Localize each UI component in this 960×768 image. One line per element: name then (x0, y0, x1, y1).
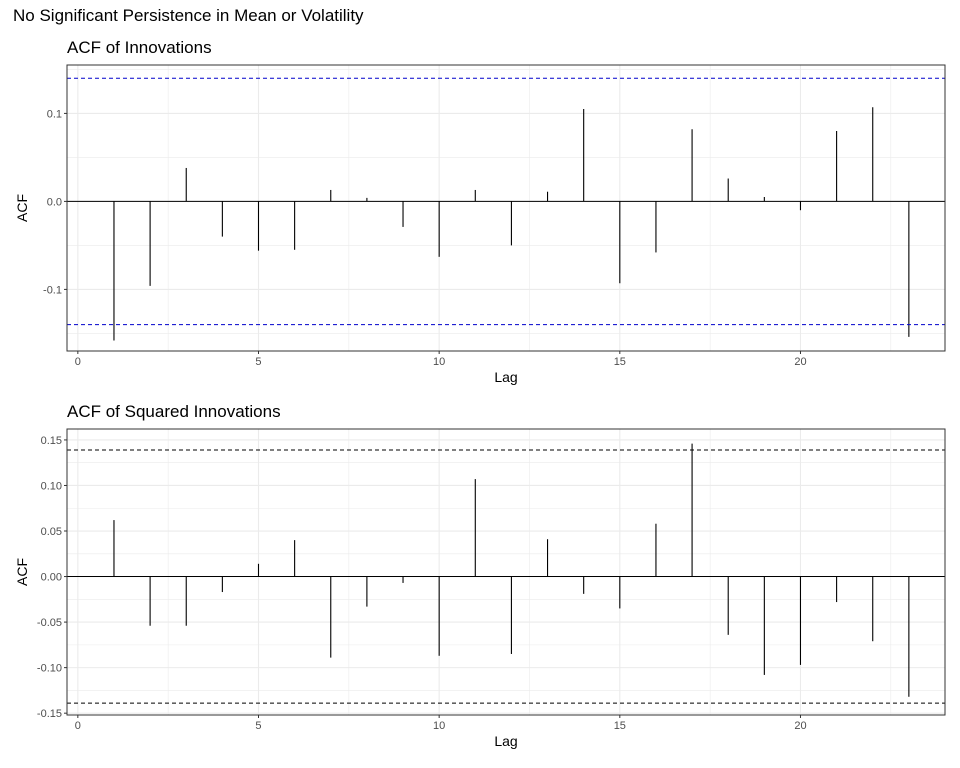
chart-title-squared-innovations: ACF of Squared Innovations (67, 402, 281, 421)
x-tick-label: 15 (614, 356, 626, 368)
x-tick-label: 10 (433, 356, 445, 368)
page-title: No Significant Persistence in Mean or Vo… (13, 6, 364, 25)
y-tick-label: 0.0 (47, 196, 62, 208)
y-tick-label: 0.15 (41, 435, 62, 447)
y-tick-label: 0.00 (41, 572, 62, 584)
x-tick-label: 5 (255, 720, 261, 732)
x-tick-label: 0 (75, 720, 81, 732)
x-tick-label: 10 (433, 720, 445, 732)
acf-squared-innovations-chart: 0 5 10 15 20 -0.15 -0.10 -0.05 0.00 0.05 0.10 0.15 L… (14, 428, 946, 749)
y-tick-label: -0.1 (43, 284, 62, 296)
x-tick-label: 0 (75, 356, 81, 368)
panel-border (66, 64, 946, 352)
y-axis-label: ACF (14, 194, 30, 222)
x-tick-label: 15 (614, 720, 626, 732)
x-tick-label: 5 (255, 356, 261, 368)
x-axis-label: Lag (494, 733, 517, 749)
x-axis-label: Lag (494, 369, 517, 385)
y-tick-label: -0.15 (37, 708, 62, 720)
x-tick-label: 20 (794, 720, 806, 732)
y-tick-label: 0.05 (41, 526, 62, 538)
x-tick-label: 20 (794, 356, 806, 368)
acf-innovations-chart: 0 5 10 15 20 -0.1 0.0 0.1 Lag ACF (14, 64, 946, 385)
y-tick-label: -0.05 (37, 617, 62, 629)
y-tick-label: 0.10 (41, 480, 62, 492)
y-tick-label: -0.10 (37, 663, 62, 675)
panel-border (66, 428, 946, 716)
y-tick-label: 0.1 (47, 108, 62, 120)
y-axis-label: ACF (14, 558, 30, 586)
chart-title-innovations: ACF of Innovations (67, 38, 212, 57)
